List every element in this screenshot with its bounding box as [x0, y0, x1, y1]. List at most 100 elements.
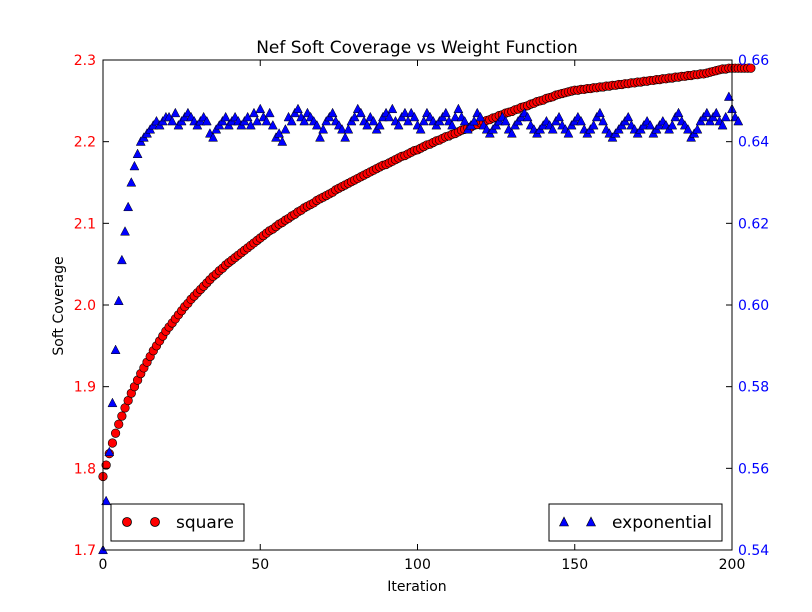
data-point-exponential [683, 124, 693, 134]
data-point-square [746, 63, 756, 73]
y-tick-label-left: 2.3 [74, 53, 96, 69]
data-point-exponential [692, 124, 703, 134]
data-point-exponential [440, 107, 451, 118]
data-point-square [110, 428, 121, 438]
data-point-exponential [374, 119, 385, 130]
y-tick-label-left: 1.9 [74, 380, 96, 396]
data-point-exponential [475, 111, 486, 122]
data-point-exponential [522, 111, 533, 122]
y-tick-label-right: 0.62 [738, 216, 769, 232]
data-point-square [107, 438, 118, 448]
data-point-exponential [598, 115, 608, 126]
data-point-exponential [500, 115, 511, 126]
series-exponential [98, 91, 744, 555]
y-tick-label-right: 0.56 [738, 461, 769, 477]
legend-exponential-frame [548, 503, 723, 542]
y-tick-label-left: 2.2 [74, 135, 96, 151]
data-point-exponential [355, 107, 366, 118]
data-point-exponential [311, 119, 322, 130]
data-point-exponential [340, 132, 351, 142]
x-tick-label: 150 [561, 557, 588, 573]
data-point-exponential [277, 136, 288, 146]
chart-title: Nef Soft Coverage vs Weight Function [256, 38, 578, 58]
data-point-exponential [293, 103, 303, 114]
data-point-exponential [107, 397, 118, 408]
data-point-exponential [645, 119, 656, 130]
data-point-exponential [450, 111, 461, 122]
data-point-exponential [113, 295, 124, 305]
x-tick-label: 50 [251, 557, 269, 573]
legend-exponential-label: exponential [612, 513, 712, 533]
data-point-exponential [129, 160, 140, 171]
data-point-exponential [208, 132, 218, 142]
y-tick-label-left: 1.8 [74, 461, 96, 477]
y-tick-label-right: 0.60 [738, 298, 769, 314]
data-point-exponential [101, 495, 112, 506]
y-tick-label-left: 2.1 [74, 216, 96, 232]
data-point-exponential [337, 124, 347, 134]
data-point-square [117, 411, 127, 421]
x-tick-label: 0 [99, 557, 108, 573]
data-point-exponential [623, 111, 634, 122]
series-square [98, 63, 756, 482]
data-point-exponential [547, 124, 558, 134]
data-point-exponential [110, 344, 121, 354]
data-point-exponential [711, 107, 722, 118]
data-point-exponential [733, 115, 744, 126]
data-point-exponential [588, 119, 599, 130]
data-point-exponential [400, 107, 410, 118]
x-tick-label: 200 [719, 557, 746, 573]
data-point-exponential [286, 115, 297, 126]
y-tick-label-left: 2.0 [74, 298, 96, 314]
y-tick-label-right: 0.66 [738, 53, 769, 69]
data-point-exponential [343, 124, 354, 134]
data-point-exponential [563, 128, 574, 138]
tick-labels: 0 50 100 150 200 1.7 1.8 1.9 2.0 2.1 2.2 2.3 0.54 0.5… [74, 53, 770, 573]
data-point-exponential [717, 119, 728, 130]
legend-square: square [110, 503, 245, 542]
data-point-exponential [267, 119, 278, 130]
data-point-exponential [126, 177, 137, 187]
data-point-exponential [393, 119, 404, 130]
data-point-square [114, 419, 124, 429]
y-tick-label-right: 0.64 [738, 135, 769, 151]
data-point-exponential [255, 103, 266, 114]
legend-square-label: square [176, 513, 234, 533]
data-point-exponential [667, 119, 678, 130]
data-point-exponential [170, 107, 181, 118]
data-point-exponential [447, 119, 458, 130]
data-point-exponential [315, 132, 325, 142]
legend-exponential-marker [586, 516, 596, 527]
data-point-exponential [104, 446, 115, 457]
y-tick-label-right: 0.58 [738, 380, 769, 396]
data-point-exponential [280, 124, 291, 134]
data-point-exponential [264, 107, 275, 118]
data-point-exponential [673, 107, 684, 118]
data-point-exponential [123, 201, 134, 212]
data-point-exponential [453, 103, 464, 114]
data-point-exponential [327, 107, 338, 118]
data-point-exponential [701, 107, 712, 118]
data-point-exponential [459, 115, 470, 126]
x-axis-label: Iteration [387, 579, 446, 595]
data-point-exponential [368, 115, 379, 126]
data-point-exponential [384, 111, 395, 122]
data-point-exponential [120, 226, 130, 236]
data-point-exponential [220, 111, 231, 122]
data-point-exponential [409, 111, 420, 122]
data-point-exponential [167, 115, 178, 126]
data-point-exponential [318, 124, 329, 134]
legend-exponential-marker [559, 516, 569, 527]
data-point-exponential [116, 254, 127, 265]
plot-frame [102, 59, 733, 551]
y-tick-label-left: 1.7 [74, 543, 96, 559]
data-point-exponential [720, 111, 731, 122]
data-point-square [101, 460, 111, 470]
data-point-exponential [723, 91, 734, 101]
y-axis-label: Soft Coverage [51, 256, 67, 355]
y-tick-label-right: 0.54 [738, 543, 769, 559]
legend-square-marker [150, 517, 160, 527]
legend-square-frame [110, 503, 245, 542]
data-point-exponential [576, 115, 586, 126]
